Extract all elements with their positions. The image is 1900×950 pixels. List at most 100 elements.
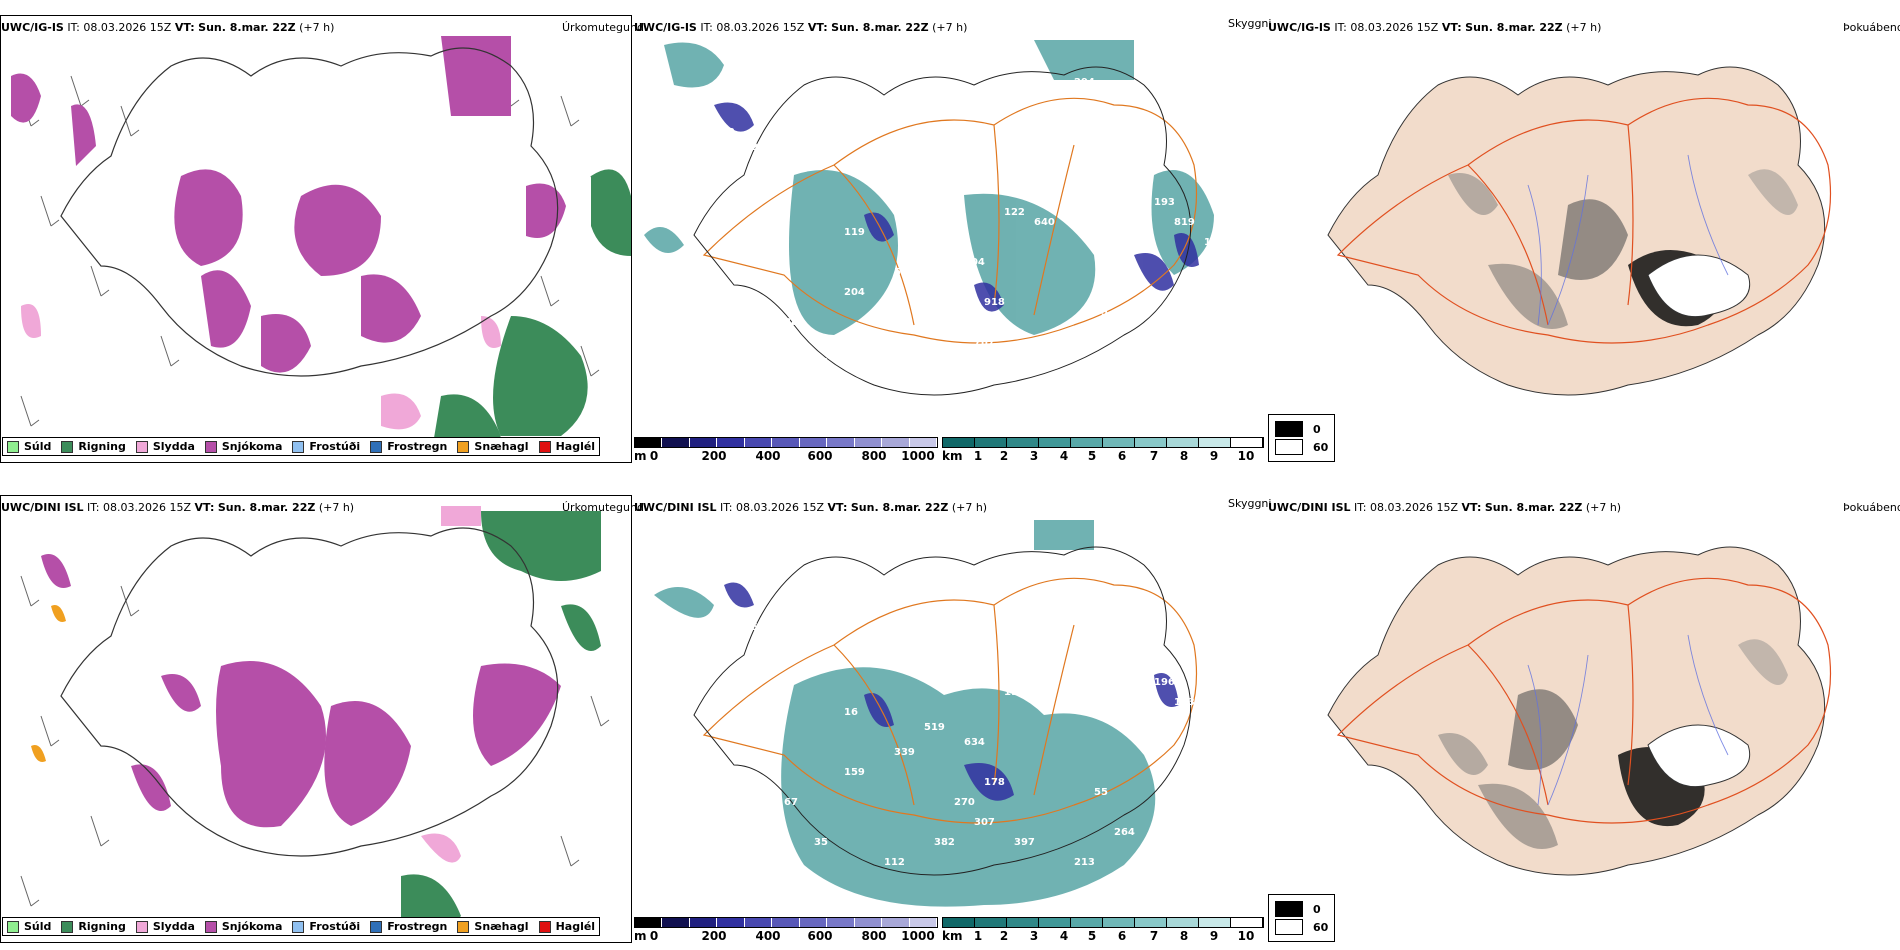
colorbar-segment — [744, 438, 773, 447]
lead-time: (+7 h) — [1566, 21, 1602, 34]
legend-item-rain: Rigning — [61, 440, 126, 453]
cloud-height-label: 223 — [824, 122, 845, 133]
colorbar-segment — [635, 918, 663, 927]
cloud-height-label: 307 — [974, 817, 995, 828]
fog-map[interactable] — [1268, 35, 1900, 455]
visibility-unit: km — [942, 449, 963, 463]
colorbar-segment — [909, 918, 937, 927]
sleet-areas — [421, 506, 481, 863]
fog-legend-row: 60 — [1275, 919, 1328, 935]
model-name: UWC/DINI ISL — [1, 501, 84, 514]
tick-label: 4 — [1059, 449, 1069, 463]
it-label: IT: — [700, 21, 713, 34]
precip-map[interactable]: Súld Rigning Slydda Snjókoma Frostúði Fr… — [0, 495, 632, 943]
visibility-areas — [644, 40, 1214, 335]
cloud-base-unit: m — [634, 929, 647, 943]
cloud-height-label: 110 — [1034, 697, 1055, 708]
vt-value: Sun. 8.mar. 22Z — [831, 21, 929, 34]
cloud-height-label: 163 — [1174, 697, 1195, 708]
colorbar-segment — [772, 918, 800, 927]
precip-header: UWC/DINI ISL IT: 08.03.2026 15Z VT: Sun.… — [1, 501, 354, 515]
legend-item-snow-pellets: Snæhagl — [457, 440, 529, 453]
vt-label: VT: — [1461, 501, 1482, 514]
glacier — [1647, 724, 1750, 788]
colorbar-segment — [882, 918, 910, 927]
colorbar-segment — [1007, 918, 1039, 927]
cloud-base-areas — [724, 582, 1179, 801]
cloud-height-label: 101 — [749, 712, 770, 723]
tick-label: 1 — [973, 929, 983, 943]
vt-label: VT: — [194, 501, 215, 514]
cloud-base-unit: m — [634, 449, 647, 463]
it-label: IT: — [1354, 501, 1367, 514]
cloud-height-label: 201 — [1014, 357, 1035, 368]
cloud-map[interactable]: 114 15 204 144 16 137 101 226 339 519 634 194 110 196… — [634, 515, 1266, 915]
lead-time: (+7 h) — [299, 21, 335, 34]
visibility-colorbar: km 1 2 3 4 5 6 7 8 9 10 — [942, 437, 1264, 463]
cloud-height-label: 382 — [934, 837, 955, 848]
tick-label: 200 — [701, 929, 727, 943]
model-name: UWC/DINI ISL — [1268, 501, 1351, 514]
cloud-height-label: 204 — [784, 627, 805, 638]
cloud-height-label: 339 — [894, 747, 915, 758]
drizzle-swatch — [7, 920, 19, 933]
row-dini: UWC/DINI ISL IT: 08.03.2026 15Z VT: Sun.… — [0, 480, 1900, 950]
cloud-height-label: 115 — [924, 242, 945, 253]
model-name: UWC/DINI ISL — [634, 501, 717, 514]
it-label: IT: — [67, 21, 80, 34]
tick-label: 2 — [999, 929, 1009, 943]
cloud-height-label: 536 — [894, 267, 915, 278]
colorbar-segment — [827, 438, 855, 447]
fog-legend: 0 60 — [1268, 414, 1336, 462]
colorbar-segment — [1135, 918, 1167, 927]
cloud-height-label: 270 — [954, 797, 975, 808]
precip-map[interactable]: Súld Rigning Slydda Snjókoma Frostúði Fr… — [0, 15, 632, 463]
tick-label: 4 — [1059, 929, 1069, 943]
model-name: UWC/IG-IS — [1268, 21, 1331, 34]
precip-legend: Súld Rigning Slydda Snjókoma Frostúði Fr… — [2, 917, 601, 936]
colorbar-segment — [1199, 918, 1231, 927]
vt-label: VT: — [1441, 21, 1462, 34]
cloud-height-label: 161 — [1074, 557, 1095, 568]
colorbar-segment — [1071, 918, 1103, 927]
row-igis: UWC/IG-IS IT: 08.03.2026 15Z VT: Sun. 8.… — [0, 0, 1900, 470]
glacier — [1647, 254, 1750, 318]
cloud-height-label: 194 — [1004, 687, 1025, 698]
cloud-height-label: 213 — [1074, 857, 1095, 868]
tick-label: 7 — [1149, 929, 1159, 943]
cloud-map[interactable]: 682 82 340 223 119 568 58 119 536 115 104 122 640 193… — [634, 35, 1266, 435]
snow-pellets-swatch — [457, 920, 470, 933]
it-label: IT: — [87, 501, 100, 514]
lead-time: (+7 h) — [951, 501, 988, 514]
it-label: IT: — [720, 501, 733, 514]
cloud-height-label: 144 — [824, 602, 845, 613]
colorbar-segment — [854, 438, 883, 447]
it-value: 08.03.2026 15Z — [1370, 501, 1459, 514]
legend-item-rain: Rigning — [61, 920, 126, 933]
cloud-height-label: 104 — [964, 257, 985, 268]
cloud-height-label: 640 — [1034, 217, 1055, 228]
tick-label: 800 — [861, 929, 887, 943]
colorbar-segment — [799, 438, 828, 447]
cloud-height-label: 340 — [784, 147, 805, 158]
legend-item-freezing-drizzle: Frostúði — [292, 440, 360, 453]
cloud-map-svg: 114 15 204 144 16 137 101 226 339 519 634 194 110 196… — [654, 520, 1225, 907]
hail-swatch — [538, 920, 551, 933]
cloud-height-label: 88 — [784, 317, 798, 328]
cloud-height-label: 122 — [1004, 207, 1025, 218]
legend-item-sleet: Slydda — [135, 920, 195, 933]
visibility-colorbar: km 1 2 3 4 5 6 7 8 9 10 — [942, 917, 1264, 943]
rain-areas — [431, 169, 631, 456]
cloud-base-colorbar-labels: m 0 200 400 600 800 1000 — [634, 929, 938, 943]
fog-map[interactable] — [1268, 515, 1900, 935]
cloud-height-label: 82 — [1074, 377, 1088, 388]
freezing-rain-swatch — [370, 920, 383, 933]
cloud-header: UWC/IG-IS IT: 08.03.2026 15Z VT: Sun. 8.… — [634, 21, 967, 35]
cloud-height-label: 787 — [974, 337, 995, 348]
freezing-rain-swatch — [370, 440, 383, 453]
hail-swatch — [538, 440, 551, 453]
colorbar-segment — [1103, 918, 1135, 927]
colorbar-segment — [1039, 918, 1071, 927]
cloud-height-label: 519 — [924, 722, 945, 733]
legend-item-freezing-drizzle: Frostúði — [292, 920, 360, 933]
